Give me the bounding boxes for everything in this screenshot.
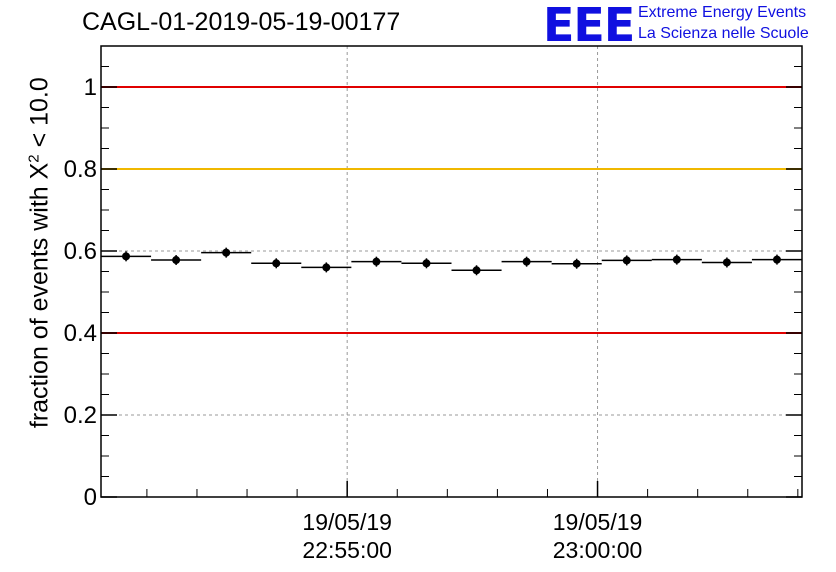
y-axis-label-exponent: 2 (25, 154, 43, 163)
y-axis-label: fraction of events with X2 < 10.0 (19, 43, 54, 463)
data-point (672, 255, 681, 264)
y-tick-label: 0.6 (64, 238, 97, 265)
grid (101, 46, 802, 497)
y-tick-label: 0.8 (64, 156, 97, 183)
data-point (222, 248, 231, 257)
reference-lines (101, 86, 802, 334)
logo-line-scienza-scuole: La Scienza nelle Scuole (638, 25, 809, 42)
y-tick-label: 1 (84, 74, 97, 101)
eee-logo-mark: EEE (543, 0, 635, 52)
data-point (322, 263, 331, 272)
eee-logo: EEE Extreme Energy Events La Scienza nel… (543, 0, 833, 52)
y-tick-label: 0.2 (64, 402, 97, 429)
plot-frame (100, 45, 803, 498)
data-points (101, 247, 802, 276)
data-point (522, 257, 531, 266)
data-point (722, 258, 731, 267)
chart-title: CAGL-01-2019-05-19-00177 (82, 8, 401, 36)
data-point (622, 256, 631, 265)
data-point (172, 256, 181, 265)
y-tick-label: 0 (84, 484, 97, 511)
data-point (572, 259, 581, 268)
x-tick-label-date: 19/05/19 (302, 509, 392, 535)
x-tick-label-time: 23:00:00 (553, 537, 643, 563)
data-point (472, 266, 481, 275)
data-point (772, 255, 781, 264)
y-axis-label-text: fraction of events with X (25, 162, 54, 429)
axes (100, 45, 803, 498)
y-tick-label: 0.4 (64, 320, 97, 347)
logo-line-extreme-energy-events: Extreme Energy Events (638, 4, 807, 21)
x-tick-label-date: 19/05/19 (553, 509, 643, 535)
x-tick-label-time: 22:55:00 (302, 537, 392, 563)
data-point (422, 259, 431, 268)
data-point (122, 252, 131, 261)
data-point (272, 259, 281, 268)
data-point (372, 257, 381, 266)
y-axis-label-threshold: < 10.0 (25, 77, 54, 155)
tick-labels: 00.20.40.60.8119/05/1922:55:0019/05/1923… (64, 74, 643, 563)
